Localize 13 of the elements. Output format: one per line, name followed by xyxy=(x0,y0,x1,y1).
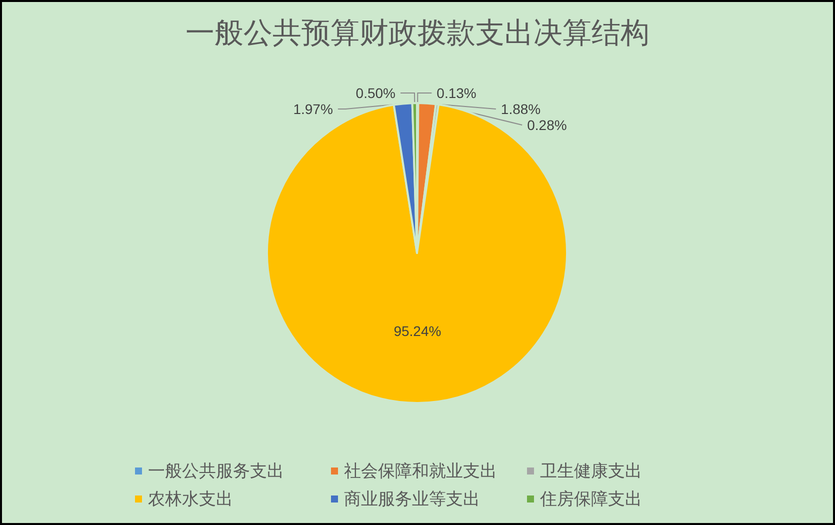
legend-label: 农林水支出 xyxy=(148,490,233,508)
data-label: 0.28% xyxy=(527,117,567,133)
legend-label: 商业服务业等支出 xyxy=(344,490,480,508)
data-label: 1.97% xyxy=(293,101,333,118)
chart-title: 一般公共预算财政拨款支出决算结构 xyxy=(186,18,650,50)
data-label: 95.24% xyxy=(394,323,442,339)
data-label: 0.13% xyxy=(436,85,476,101)
data-label: 0.50% xyxy=(356,85,396,102)
legend-label: 卫生健康支出 xyxy=(540,462,642,480)
legend-label: 一般公共服务支出 xyxy=(148,462,284,480)
legend-label: 住房保障支出 xyxy=(539,490,642,508)
data-label: 1.88% xyxy=(500,101,541,117)
legend-label: 社会保障和就业支出 xyxy=(344,462,497,480)
